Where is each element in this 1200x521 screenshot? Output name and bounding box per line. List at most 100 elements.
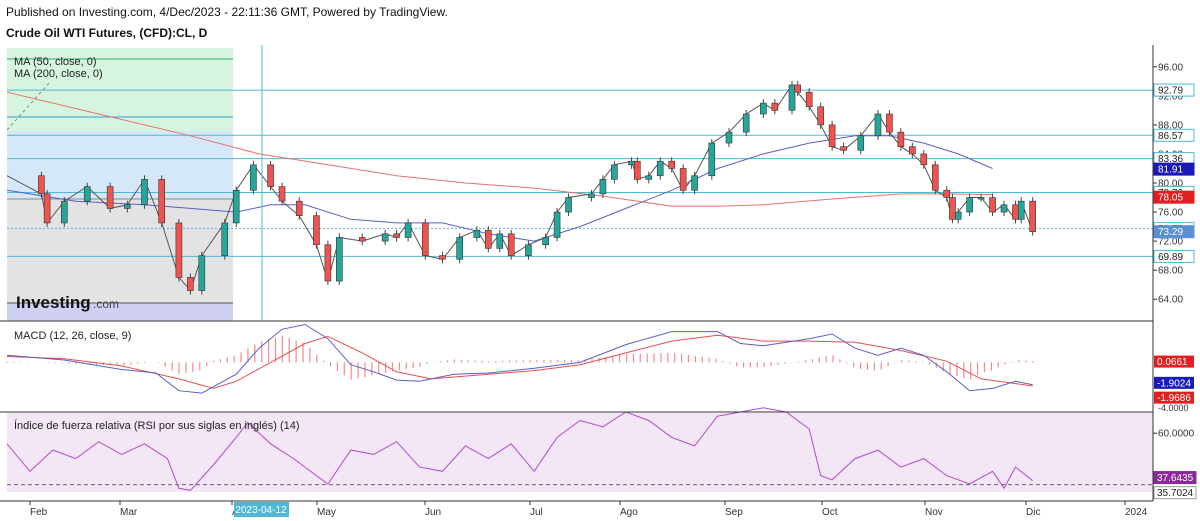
purple-zone [7,303,233,321]
candle [187,277,194,291]
candle [106,186,114,209]
legend-ma200: MA (200, close, 0) [14,68,103,80]
ma200-line [6,91,993,207]
candle [805,91,813,108]
price-tag-label: 81.91 [1158,165,1183,176]
x-tick-label: Sep [725,507,743,518]
candle [920,153,928,166]
crosshair-date-box [234,502,289,517]
candle [857,135,865,151]
macd-tag-box [1154,391,1194,404]
price-tag-box [1153,83,1195,97]
price-tag-box [1153,128,1195,142]
candle [588,193,595,198]
candle [393,233,400,238]
price-tag-box [1153,249,1195,263]
macd-title: MACD (12, 26, close, 9) [14,330,131,342]
candle [989,197,996,213]
rsi-tick-label: 60.0000 [1158,429,1195,440]
candle [381,233,389,242]
candle [404,222,412,238]
y-tick-label: 76.00 [1158,208,1183,219]
macd-partial-tick: -4.0000 [1158,403,1189,413]
candle [295,200,303,216]
x-tick-label: Nov [925,507,943,518]
candle [977,197,985,200]
crosshair-date-label: 2023-04-12 [235,505,287,516]
svg-text:Investing: Investing [16,293,91,312]
macd-tag-box [1154,376,1194,389]
candle [60,200,68,224]
candle [124,204,131,209]
candle [794,84,802,93]
rsi-tag-box [1153,471,1197,485]
y-tick-label: 96.00 [1158,62,1183,73]
price-tag-box [1153,190,1195,204]
candle [198,255,206,291]
x-tick-label: Ago [620,507,638,518]
candle [628,160,635,166]
x-tick-label: Jun [425,507,441,518]
candle [771,102,779,111]
y-tick-label: 92.00 [1158,91,1183,102]
published-caption: Published on Investing.com, 4/Dec/2023 -… [6,5,448,19]
candle [897,131,905,147]
candle [141,179,148,206]
candle [1029,200,1036,232]
candle [507,233,515,256]
x-tick-label: Jul [530,507,543,518]
macd-tag-label: -1.9686 [1157,393,1191,404]
candle [542,237,549,246]
candle [324,244,332,282]
rsi-tag-label: 35.7024 [1157,488,1194,499]
candle [38,175,45,195]
candle [874,113,882,137]
macd-tag-box [1154,355,1194,368]
candle [840,146,847,151]
candle [221,222,229,256]
instrument-title: Crude Oil WTI Futures, (CFD):CL, D [6,26,208,40]
candle [828,124,836,147]
x-tick-label: 2024 [1125,507,1148,518]
ma50-line [6,135,993,242]
candle [439,255,446,260]
candle [336,237,343,282]
price-tag-label: 73.29 [1158,227,1183,238]
investing-logo: Investing .com [16,293,119,312]
candle [742,113,750,133]
x-tick-label: Mar [120,507,138,518]
candle [645,175,653,180]
candle [525,244,532,256]
candle [313,215,320,246]
y-tick-label: 68.00 [1158,266,1183,277]
candle [565,197,572,213]
rsi-tag-box [1153,486,1197,500]
rsi-tag-label: 37.6435 [1157,473,1194,484]
trend-line [6,81,51,131]
candle [496,233,504,249]
price-tag-box [1153,162,1195,176]
candle [83,186,91,202]
price-tag-label: 86.57 [1158,131,1183,142]
candle [909,146,916,155]
x-tick-label: Oct [822,507,838,518]
candle [158,179,166,224]
candle [708,142,716,177]
candle [1000,204,1008,213]
candle [43,193,51,224]
candle [599,179,607,195]
macd-line [6,323,1033,394]
candle [1017,200,1025,220]
y-tick-label: 88.00 [1158,120,1183,131]
candle [966,197,973,213]
candle [656,160,664,177]
price-tag-label: 78.05 [1158,193,1183,204]
rsi-title: Índice de fuerza relativa (RSI por sus s… [14,419,300,432]
y-tick-label: 80.00 [1158,179,1183,190]
candle [485,229,492,249]
macd-signal-line [6,334,1033,389]
y-tick-label: 72.00 [1158,237,1183,248]
candle [886,113,893,133]
rsi-background [7,413,1153,492]
